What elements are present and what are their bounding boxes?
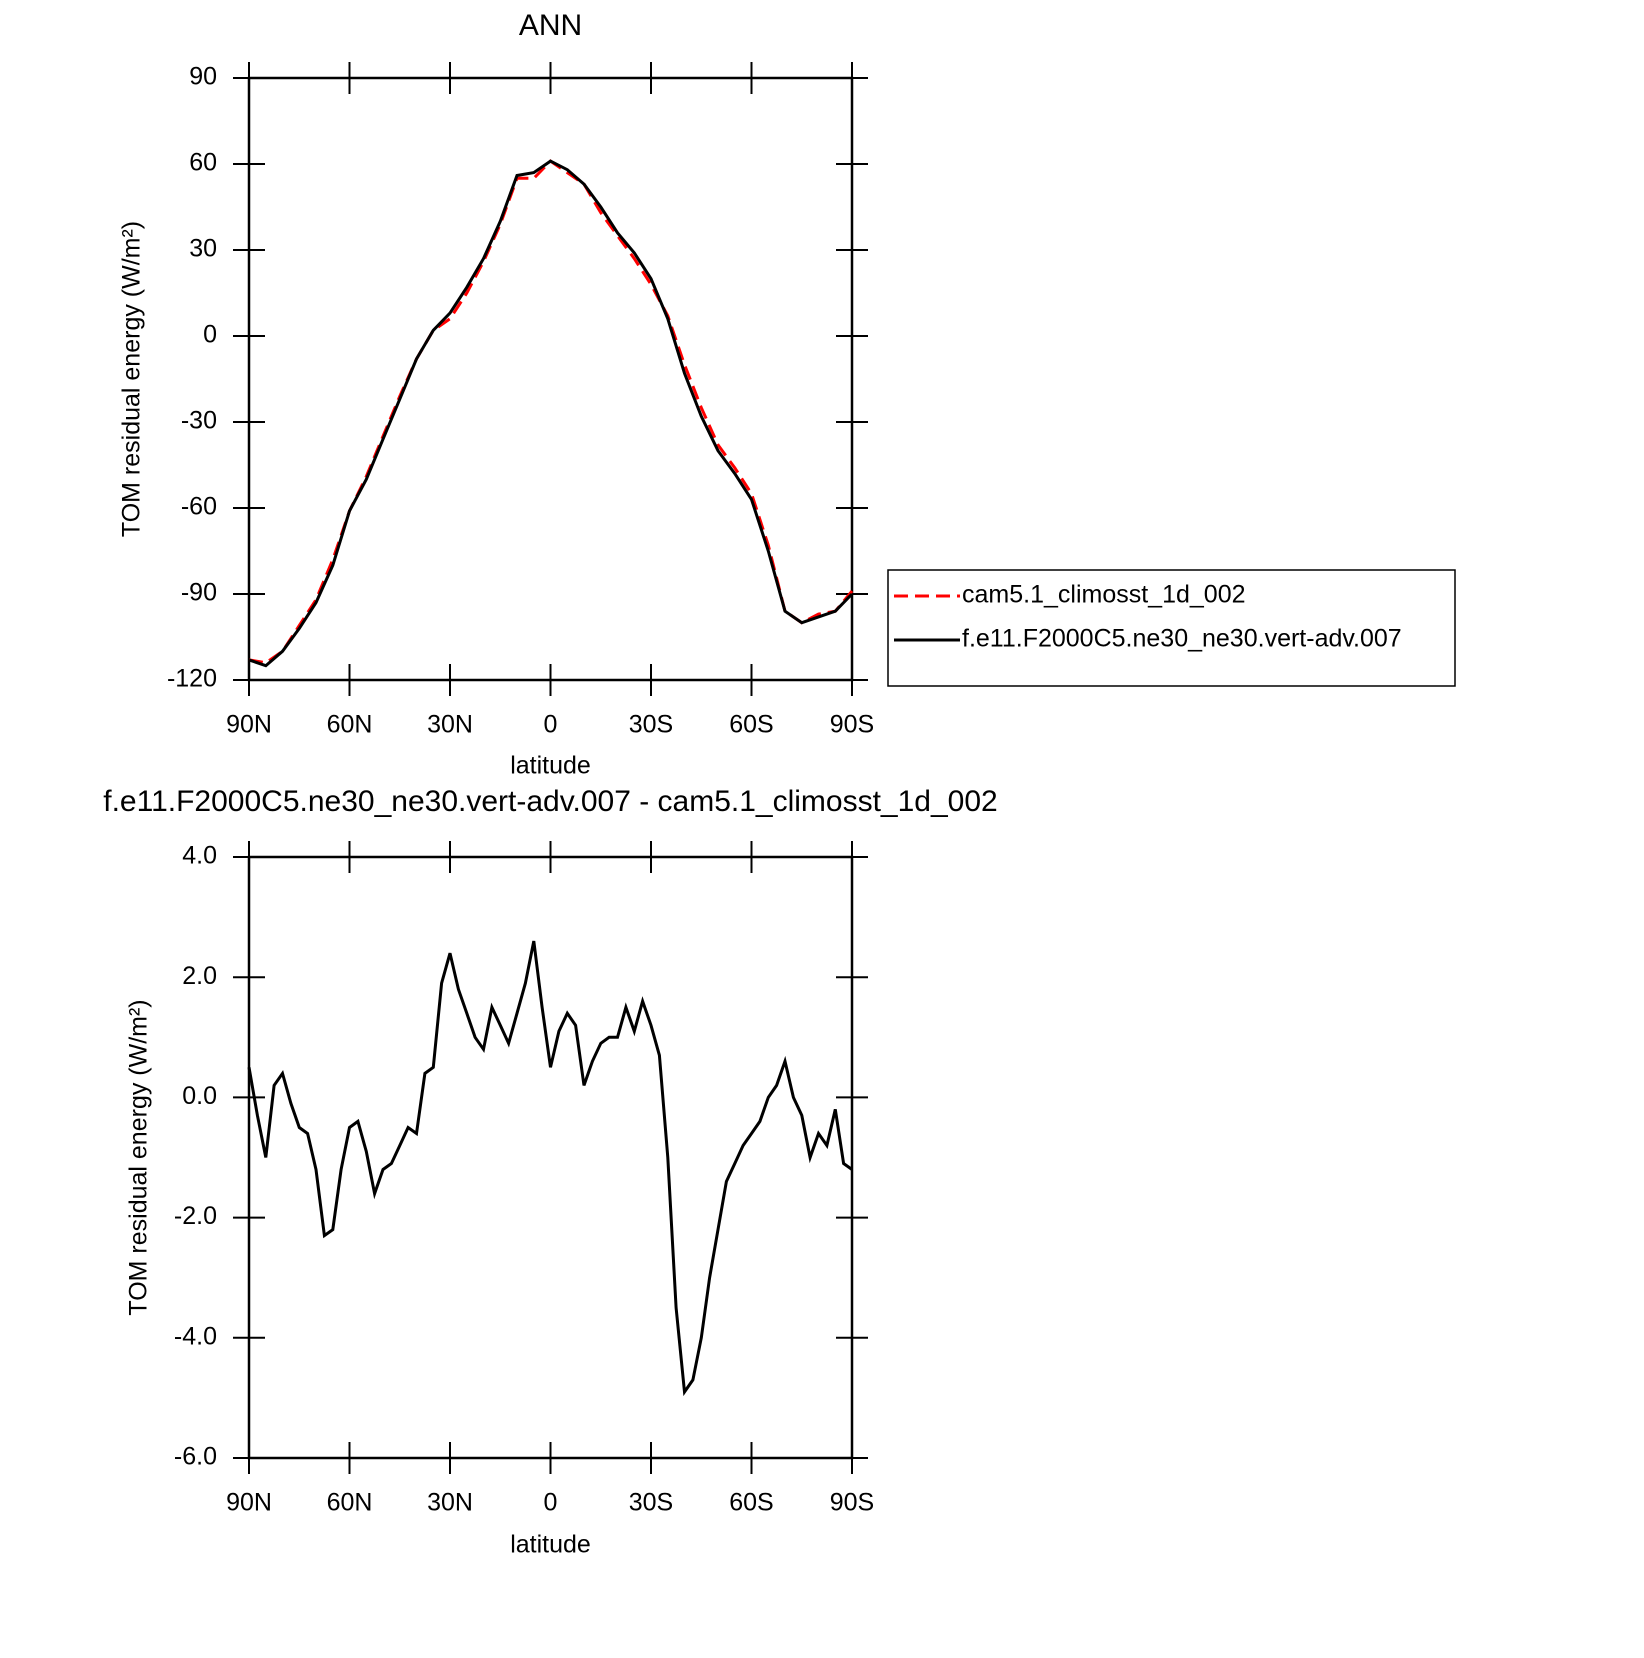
x-tick-label: 90N	[226, 1489, 272, 1517]
x-tick-label: 60S	[729, 711, 773, 739]
x-tick-label: 30N	[427, 1489, 473, 1517]
plot-frame	[247, 76, 854, 682]
y-tick-label: 90	[189, 63, 217, 91]
y-tick-label: -90	[181, 579, 217, 607]
legend-box	[887, 569, 1456, 687]
y-tick-label: -60	[181, 493, 217, 521]
y-tick-label: -4.0	[174, 1322, 217, 1350]
x-tick-label: 30N	[427, 711, 473, 739]
y-tick-label: -30	[181, 407, 217, 435]
series-line	[247, 940, 853, 1397]
x-tick-label: 60N	[327, 711, 373, 739]
x-tick-label: 30S	[629, 1489, 673, 1517]
x-tick-label: 90N	[226, 711, 272, 739]
y-tick-label: 0	[203, 321, 217, 349]
y-tick-label: 2.0	[182, 962, 217, 990]
y-axis-label: TOM residual energy (W/m²)	[118, 221, 146, 537]
chart-title: ANN	[519, 9, 582, 42]
x-tick-label: 30S	[629, 711, 673, 739]
series-line	[248, 159, 854, 665]
x-tick-label: 0	[544, 1489, 558, 1517]
x-tick-label: 60N	[327, 1489, 373, 1517]
y-tick-label: 0.0	[182, 1082, 217, 1110]
y-axis-label: TOM residual energy (W/m²)	[125, 999, 153, 1315]
y-tick-label: 4.0	[182, 842, 217, 870]
x-tick-label: 60S	[729, 1489, 773, 1517]
legend-label: cam5.1_climosst_1d_002	[962, 581, 1246, 609]
series-line	[248, 159, 854, 668]
y-tick-label: -2.0	[174, 1202, 217, 1230]
y-tick-label: -120	[167, 665, 217, 693]
x-tick-label: 90S	[830, 711, 874, 739]
x-tick-label: 90S	[830, 1489, 874, 1517]
y-tick-label: -6.0	[174, 1443, 217, 1471]
y-tick-label: 30	[189, 235, 217, 263]
y-tick-label: 60	[189, 149, 217, 177]
x-axis-label: latitude	[510, 1531, 591, 1559]
plot-frame	[247, 855, 854, 1460]
legend-label: f.e11.F2000C5.ne30_ne30.vert-adv.007	[962, 625, 1402, 653]
chart-title: f.e11.F2000C5.ne30_ne30.vert-adv.007 - c…	[103, 785, 997, 818]
x-tick-label: 0	[544, 711, 558, 739]
x-axis-label: latitude	[510, 752, 591, 780]
